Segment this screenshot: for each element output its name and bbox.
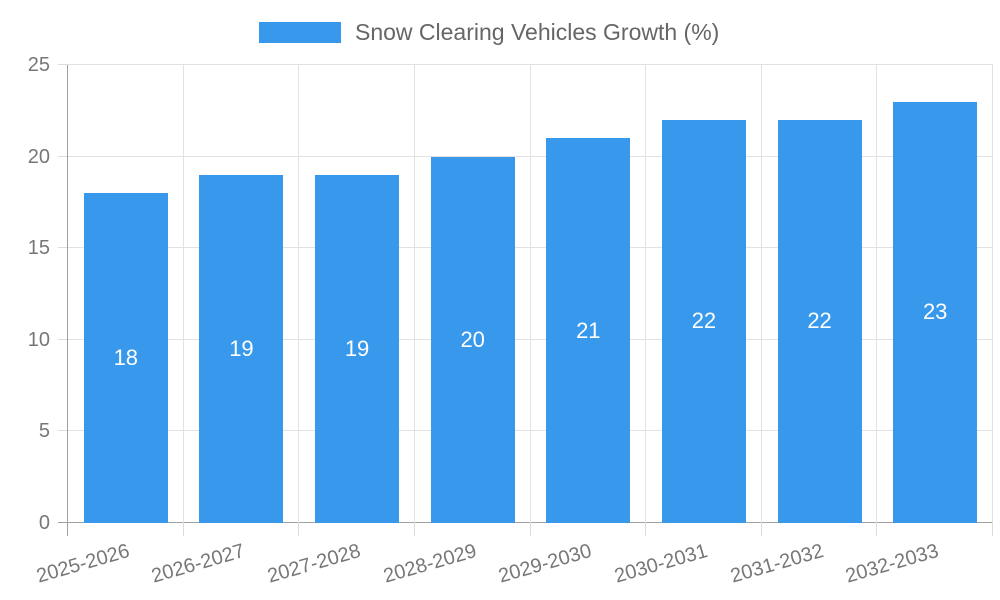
- bar: 22: [777, 119, 862, 523]
- y-tick-mark: [58, 338, 68, 340]
- legend-swatch-icon: [259, 22, 341, 43]
- bar: 18: [83, 193, 168, 523]
- bar: 21: [546, 138, 631, 523]
- bar: 19: [199, 174, 284, 523]
- y-axis-tick-label: 15: [27, 237, 50, 260]
- x-tick-mark: [298, 523, 300, 536]
- y-axis-tick-label: 10: [27, 328, 50, 351]
- y-tick-mark: [58, 430, 68, 432]
- y-axis-tick-label: 20: [27, 145, 50, 168]
- y-tick-mark: [58, 247, 68, 249]
- y-axis-tick-label: 5: [38, 420, 50, 443]
- gridline-vertical: [182, 65, 184, 523]
- gridline-horizontal: [68, 155, 993, 157]
- gridline-horizontal: [68, 430, 993, 432]
- gridline-vertical: [760, 65, 762, 523]
- x-tick-mark: [413, 523, 415, 536]
- x-tick-mark: [992, 523, 993, 536]
- x-tick-mark: [645, 523, 647, 536]
- gridline-vertical: [413, 65, 415, 523]
- x-tick-mark: [876, 523, 878, 536]
- gridline-vertical: [529, 65, 531, 523]
- bar-value-label: 19: [344, 335, 370, 361]
- x-tick-mark: [760, 523, 762, 536]
- gridline-vertical: [876, 65, 878, 523]
- y-axis-border: [67, 65, 68, 523]
- y-tick-mark: [58, 64, 68, 65]
- gridline-vertical: [645, 65, 647, 523]
- gridline-horizontal: [68, 338, 993, 340]
- x-tick-mark: [529, 523, 531, 536]
- bar-value-label: 23: [922, 299, 948, 325]
- y-tick-mark: [58, 155, 68, 157]
- gridline-vertical: [992, 65, 993, 523]
- bar: 22: [661, 119, 746, 523]
- x-tick-mark: [67, 523, 68, 536]
- bar-value-label: 19: [229, 335, 254, 361]
- x-tick-mark: [182, 523, 184, 536]
- bar-value-label: 22: [807, 308, 832, 334]
- y-axis-tick-label: 0: [38, 512, 50, 534]
- gridline-horizontal: [68, 64, 993, 65]
- y-tick-mark: [58, 522, 68, 523]
- bar: 19: [315, 174, 400, 523]
- bar-value-label: 20: [460, 326, 485, 352]
- gridline-vertical: [298, 65, 300, 523]
- legend-label: Snow Clearing Vehicles Growth (%): [355, 19, 720, 45]
- y-axis-tick-label: 25: [27, 54, 50, 76]
- bar: 23: [893, 101, 978, 523]
- gridline-horizontal: [68, 247, 993, 249]
- bar-value-label: 22: [691, 308, 717, 334]
- x-axis-border: [68, 522, 993, 523]
- bar-value-label: 21: [576, 317, 601, 343]
- bar-value-label: 18: [113, 345, 139, 371]
- legend[interactable]: Snow Clearing Vehicles Growth (%): [259, 17, 719, 48]
- bar: 20: [430, 156, 515, 523]
